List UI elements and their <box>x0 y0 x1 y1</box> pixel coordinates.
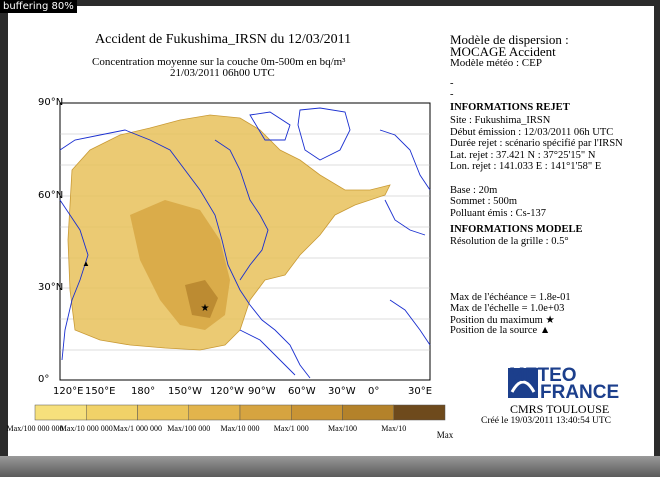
legend-swatch <box>137 404 189 421</box>
logo-text: FRANCE <box>540 382 620 403</box>
legend-swatch <box>34 404 87 421</box>
lat-label: 0° <box>38 374 50 385</box>
legend-bar <box>34 404 446 421</box>
center-name: CMRS TOULOUSE <box>510 402 610 416</box>
lon-label: 0° <box>368 386 380 397</box>
date: 21/03/2011 06h00 UTC <box>170 67 275 79</box>
lon-label: 120°W <box>210 386 244 397</box>
resolution: Résolution de la grille : 0.5° <box>450 236 569 247</box>
model-weather: Modèle météo : CEP <box>450 57 542 69</box>
coastlines <box>59 107 431 379</box>
release-line: Durée rejet : scénario spécifié par l'IR… <box>450 138 623 150</box>
legend-label: Max <box>436 430 454 440</box>
lon-label: 180° <box>131 386 156 397</box>
stat-line: Position de la source ▲ <box>450 325 551 336</box>
legend-label: Max/100 000 <box>167 424 211 433</box>
logo <box>508 368 538 398</box>
lon-label: 90°W <box>248 386 276 397</box>
legend-label: Max/100 <box>328 424 357 433</box>
legend-swatch <box>86 404 138 421</box>
legend-swatch <box>239 404 292 421</box>
legend-label: Max/100 000 000 <box>6 424 64 433</box>
lon-label: 60°W <box>288 386 316 397</box>
release-line: Base : 20m <box>450 184 498 196</box>
release-line: Lat. rejet : 37.421 N : 37°25'15" N <box>450 149 596 161</box>
subtitle: Concentration moyenne sur la couche 0m-5… <box>92 56 346 68</box>
lon-label: 150°E <box>85 386 116 397</box>
plume-center <box>185 280 218 318</box>
section-heading: INFORMATIONS MODELE <box>450 224 583 235</box>
logo-swirl <box>510 380 536 393</box>
legend-label: Max/10 <box>381 424 407 433</box>
legend-label: Max/10 000 000 <box>59 424 113 433</box>
source-marker: ▲ <box>82 259 90 268</box>
model-title: Modèle de dispersion : <box>450 32 569 47</box>
stat-line: Max de l'échelle = 1.0e+03 <box>450 303 565 314</box>
lon-label: 30°W <box>328 386 356 397</box>
stat-line: Position du maximum ★ <box>450 315 555 326</box>
created: Créé le 19/03/2011 13:40:54 UTC <box>481 416 611 426</box>
model-name: MOCAGE Accident <box>450 44 556 59</box>
dash: - <box>450 89 454 100</box>
dash: - <box>450 78 454 89</box>
lon-label: 150°W <box>168 386 202 397</box>
lat-label: 60°N <box>38 190 64 201</box>
lat-label: 30°N <box>38 282 64 293</box>
release-line: Polluant émis : Cs-137 <box>450 207 546 219</box>
legend-swatch <box>188 404 241 421</box>
legend-swatch <box>342 404 394 421</box>
buffer-status: buffering 80% <box>0 0 77 13</box>
lon-label: 120°E <box>53 386 84 397</box>
release-line: Lon. rejet : 141.033 E : 141°1'58" E <box>450 161 602 173</box>
legend-swatch <box>393 404 446 421</box>
release-line: Sommet : 500m <box>450 196 518 208</box>
maximum-marker: ★ <box>201 303 210 314</box>
lat-label: 90°N <box>38 97 64 108</box>
lon-label: 30°E <box>408 386 433 397</box>
desktop-strip <box>0 456 660 477</box>
stat-line: Max de l'échéance = 1.8e-01 <box>450 292 571 303</box>
title: Accident de Fukushima_IRSN du 12/03/2011 <box>95 32 352 47</box>
release-line: Début émission : 12/03/2011 06h UTC <box>450 126 614 138</box>
legend-label: Max/10 000 <box>220 424 260 433</box>
legend-label: Max/1 000 000 <box>113 424 162 433</box>
legend-swatch <box>291 404 343 421</box>
section-heading: INFORMATIONS REJET <box>450 102 570 113</box>
release-line: Site : Fukushima_IRSN <box>450 115 551 126</box>
legend-label: Max/1 000 <box>273 424 309 433</box>
logo-text: METEO <box>509 365 577 386</box>
plume <box>67 114 391 351</box>
